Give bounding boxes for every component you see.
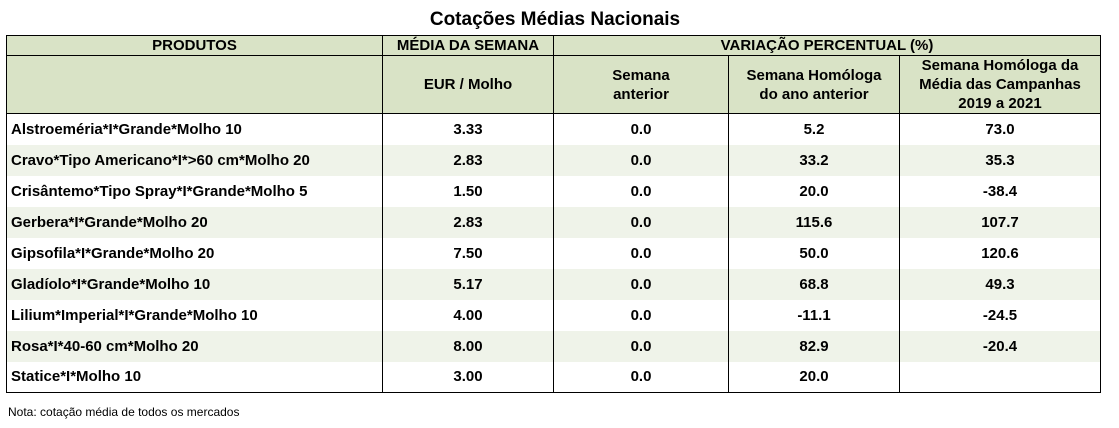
homolog-campaigns-value: -24.5 bbox=[899, 299, 1101, 331]
product-name: Rosa*I*40-60 cm*Molho 20 bbox=[6, 330, 383, 362]
weekly-average-value: 1.50 bbox=[382, 175, 554, 207]
header-homolog-campaigns: Semana Homóloga da Média das Campanhas 2… bbox=[899, 55, 1101, 114]
header-homolog-campaigns-line2: Média das Campanhas bbox=[919, 76, 1081, 93]
table-row: Rosa*I*40-60 cm*Molho 20 8.00 0.0 82.9 -… bbox=[6, 330, 1101, 362]
header-homolog-campaigns-line3: 2019 a 2021 bbox=[958, 95, 1042, 112]
table-row: Gerbera*I*Grande*Molho 20 2.83 0.0 115.6… bbox=[6, 206, 1101, 238]
homolog-campaigns-value: -38.4 bbox=[899, 175, 1101, 207]
product-name: Crisântemo*Tipo Spray*I*Grande*Molho 5 bbox=[6, 175, 383, 207]
homolog-year-value: 68.8 bbox=[728, 268, 900, 300]
homolog-year-value: 115.6 bbox=[728, 206, 900, 238]
homolog-campaigns-value: 35.3 bbox=[899, 144, 1101, 176]
header-homolog-year: Semana Homóloga do ano anterior bbox=[728, 55, 900, 114]
table-row: Gipsofila*I*Grande*Molho 20 7.50 0.0 50.… bbox=[6, 237, 1101, 269]
product-name: Cravo*Tipo Americano*I*>60 cm*Molho 20 bbox=[6, 144, 383, 176]
header-weekly-average: MÉDIA DA SEMANA bbox=[382, 35, 554, 56]
weekly-average-value: 2.83 bbox=[382, 144, 554, 176]
weekly-average-value: 2.83 bbox=[382, 206, 554, 238]
homolog-campaigns-value: 107.7 bbox=[899, 206, 1101, 238]
table-body: Alstroeméria*I*Grande*Molho 10 3.33 0.0 … bbox=[6, 113, 1101, 393]
table-row: Lilium*Imperial*I*Grande*Molho 10 4.00 0… bbox=[6, 299, 1101, 331]
table-row: Statice*I*Molho 10 3.00 0.0 20.0 bbox=[6, 361, 1101, 393]
footnote: Nota: cotação média de todos os mercados bbox=[8, 405, 240, 419]
previous-week-value: 0.0 bbox=[553, 268, 729, 300]
previous-week-value: 0.0 bbox=[553, 361, 729, 393]
product-name: Gipsofila*I*Grande*Molho 20 bbox=[6, 237, 383, 269]
table-row: Crisântemo*Tipo Spray*I*Grande*Molho 5 1… bbox=[6, 175, 1101, 207]
homolog-year-value: 33.2 bbox=[728, 144, 900, 176]
header-variation: VARIAÇÃO PERCENTUAL (%) bbox=[553, 35, 1101, 56]
weekly-average-value: 3.00 bbox=[382, 361, 554, 393]
previous-week-value: 0.0 bbox=[553, 237, 729, 269]
header-previous-week-line2: anterior bbox=[613, 85, 669, 103]
homolog-year-value: 20.0 bbox=[728, 361, 900, 393]
weekly-average-value: 7.50 bbox=[382, 237, 554, 269]
header-previous-week: Semana anterior bbox=[553, 55, 729, 114]
header-unit: EUR / Molho bbox=[382, 55, 554, 114]
header-homolog-year-line1: Semana Homóloga bbox=[746, 66, 882, 84]
weekly-average-value: 4.00 bbox=[382, 299, 554, 331]
previous-week-value: 0.0 bbox=[553, 144, 729, 176]
previous-week-value: 0.0 bbox=[553, 299, 729, 331]
previous-week-value: 0.0 bbox=[553, 330, 729, 362]
homolog-year-value: 5.2 bbox=[728, 113, 900, 145]
product-name: Lilium*Imperial*I*Grande*Molho 10 bbox=[6, 299, 383, 331]
header-previous-week-line1: Semana bbox=[612, 66, 670, 84]
page-title: Cotações Médias Nacionais bbox=[429, 9, 681, 30]
weekly-average-value: 8.00 bbox=[382, 330, 554, 362]
header-products: PRODUTOS bbox=[6, 35, 383, 56]
previous-week-value: 0.0 bbox=[553, 113, 729, 145]
product-name: Statice*I*Molho 10 bbox=[6, 361, 383, 393]
homolog-campaigns-value: -20.4 bbox=[899, 330, 1101, 362]
homolog-campaigns-value: 73.0 bbox=[899, 113, 1101, 145]
homolog-year-value: 20.0 bbox=[728, 175, 900, 207]
homolog-campaigns-value: 120.6 bbox=[899, 237, 1101, 269]
header-products-spacer bbox=[6, 55, 383, 114]
product-name: Gerbera*I*Grande*Molho 20 bbox=[6, 206, 383, 238]
table-row: Cravo*Tipo Americano*I*>60 cm*Molho 20 2… bbox=[6, 144, 1101, 176]
product-name: Gladíolo*I*Grande*Molho 10 bbox=[6, 268, 383, 300]
homolog-campaigns-value bbox=[899, 361, 1101, 393]
homolog-year-value: 82.9 bbox=[728, 330, 900, 362]
homolog-year-value: -11.1 bbox=[728, 299, 900, 331]
product-name: Alstroeméria*I*Grande*Molho 10 bbox=[6, 113, 383, 145]
previous-week-value: 0.0 bbox=[553, 206, 729, 238]
header-homolog-campaigns-line1: Semana Homóloga da bbox=[921, 57, 1079, 74]
homolog-campaigns-value: 49.3 bbox=[899, 268, 1101, 300]
table-header: PRODUTOS MÉDIA DA SEMANA VARIAÇÃO PERCEN… bbox=[6, 35, 1101, 114]
table-row: Alstroeméria*I*Grande*Molho 10 3.33 0.0 … bbox=[6, 113, 1101, 145]
homolog-year-value: 50.0 bbox=[728, 237, 900, 269]
header-homolog-year-line2: do ano anterior bbox=[759, 85, 869, 103]
table-row: Gladíolo*I*Grande*Molho 10 5.17 0.0 68.8… bbox=[6, 268, 1101, 300]
weekly-average-value: 3.33 bbox=[382, 113, 554, 145]
previous-week-value: 0.0 bbox=[553, 175, 729, 207]
weekly-average-value: 5.17 bbox=[382, 268, 554, 300]
quotations-table: PRODUTOS MÉDIA DA SEMANA VARIAÇÃO PERCEN… bbox=[6, 35, 1101, 393]
